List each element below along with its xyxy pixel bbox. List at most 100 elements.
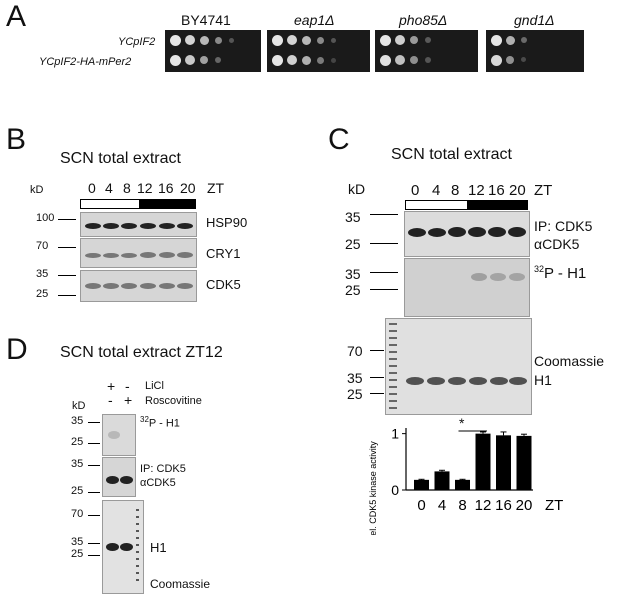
- chart-xtick-label-4: 4: [438, 497, 446, 514]
- marker-100: 100: [36, 212, 55, 224]
- c-marker-35: 35: [345, 209, 361, 225]
- spot-plate-by4741: [165, 30, 261, 72]
- panel-c-zt-4: 4: [432, 182, 441, 199]
- panel-c-kd-label: kD: [348, 181, 366, 197]
- panel-letter-a: A: [6, 0, 27, 33]
- c-ip-label: IP: CDK5: [534, 218, 593, 234]
- c-coom-label: Coomassie: [534, 353, 605, 369]
- panel-b-zt-16: 16: [158, 180, 174, 196]
- c-blot-coomassie: [385, 318, 532, 415]
- panel-c-zt-0: 0: [411, 182, 420, 199]
- panel-letter-b: B: [6, 123, 27, 156]
- panel-c-zt-16: 16: [488, 182, 505, 199]
- panel-b-zt-label: ZT: [207, 180, 225, 196]
- blot-cdk5: [80, 270, 197, 302]
- panel-d-title: SCN total extract ZT12: [60, 344, 223, 361]
- chart-xlabel: ZT: [545, 497, 563, 514]
- light-phase-bar: [80, 199, 140, 209]
- spot-plate-pho85: [375, 30, 478, 72]
- strain-label-1: BY4741: [181, 12, 231, 28]
- label-cdk5: CDK5: [206, 277, 241, 292]
- chart-ytick-label-1: 1: [391, 426, 399, 442]
- panel-b-zt-4: 4: [105, 180, 113, 196]
- panel-b-zt-8: 8: [123, 180, 131, 196]
- lane2-rosc: +: [124, 392, 133, 408]
- c-light-phase-bar: [405, 200, 468, 210]
- c-p32-label: 32P - H1: [534, 264, 587, 282]
- blot-cry1: [80, 238, 197, 268]
- c-marker-35b: 35: [345, 266, 361, 282]
- panel-b-kd-label: kD: [30, 184, 44, 196]
- panel-d-kd-label: kD: [72, 400, 86, 412]
- d-marker-35c: 35: [71, 536, 84, 548]
- panel-c-zt-12: 12: [468, 182, 485, 199]
- kinase-activity-chart: rel. CDK5 kinase activity 010 4 8 12 16 20 ZT: [368, 426, 563, 535]
- d-marker-25b: 25: [71, 485, 84, 497]
- lane1-licl: +: [107, 378, 116, 394]
- panel-b-zt-20: 20: [180, 180, 196, 196]
- label-cry1: CRY1: [206, 246, 241, 261]
- lane1-rosc: -: [108, 392, 113, 408]
- c-ab-label: αCDK5: [534, 236, 580, 252]
- d-p32-label: 32P - H1: [140, 415, 180, 430]
- plasmid-label-2: YCpIF2-HA-mPer2: [39, 56, 132, 68]
- chart-bar-8: [455, 479, 470, 490]
- chart-xtick-label-0: 0: [417, 497, 425, 514]
- panel-c-zt-20: 20: [509, 182, 526, 199]
- d-marker-35b: 35: [71, 458, 84, 470]
- d-marker-35: 35: [71, 415, 84, 427]
- licl-label: LiCl: [145, 380, 164, 392]
- chart-xtick-label-12: 12: [475, 497, 492, 514]
- spot-plate-gnd1: [486, 30, 584, 72]
- strain-label-2: eap1Δ: [294, 12, 335, 28]
- strain-label-4: gnd1Δ: [514, 12, 555, 28]
- c-marker-25: 25: [345, 236, 361, 252]
- d-marker-70: 70: [71, 508, 84, 520]
- chart-ylabel: rel. CDK5 kinase activity: [368, 441, 378, 535]
- significance-star: *: [459, 415, 465, 431]
- dark-phase-bar: [139, 199, 196, 209]
- chart-xtick-label-8: 8: [458, 497, 466, 514]
- d-marker-25: 25: [71, 436, 84, 448]
- d-ip-label: IP: CDK5: [140, 463, 186, 475]
- c-marker-35c: 35: [347, 370, 363, 386]
- chart-bar-12: [475, 433, 491, 490]
- plasmid-label-1: YCpIF2: [118, 36, 156, 48]
- panel-b-zt-0: 0: [88, 180, 96, 196]
- label-hsp90: HSP90: [206, 215, 248, 230]
- c-marker-70: 70: [347, 343, 363, 359]
- c-marker-25b: 25: [345, 282, 361, 298]
- d-blot-cdk5: [102, 457, 136, 497]
- spot-plate-eap1: [267, 30, 370, 72]
- panel-letter-d: D: [6, 333, 28, 366]
- c-blot-p32: [404, 258, 530, 317]
- marker-70: 70: [36, 240, 49, 252]
- c-marker-25c: 25: [347, 386, 363, 402]
- d-ab-label: αCDK5: [140, 477, 176, 489]
- c-h1-label: H1: [534, 372, 552, 388]
- chart-bar-4: [434, 471, 450, 490]
- c-blot-cdk5: [404, 211, 530, 257]
- chart-bar-20: [516, 435, 532, 490]
- chart-bar-16: [496, 435, 511, 490]
- panel-c-title: SCN total extract: [391, 146, 512, 163]
- panel-c-zt-label: ZT: [534, 182, 553, 199]
- marker-25-b: 25: [36, 288, 49, 300]
- marker-35-b: 35: [36, 268, 49, 280]
- d-h1-label: H1: [150, 540, 167, 555]
- panel-b-zt-12: 12: [137, 180, 153, 196]
- d-marker-25c: 25: [71, 548, 84, 560]
- panel-letter-c: C: [328, 123, 350, 156]
- blot-hsp90: [80, 212, 197, 237]
- chart-xtick-label-20: 20: [516, 497, 533, 514]
- panel-c-zt-8: 8: [451, 182, 460, 199]
- lane2-licl: -: [125, 378, 130, 394]
- d-blot-p32: [102, 414, 136, 456]
- chart-bar-0: [414, 479, 429, 490]
- c-dark-phase-bar: [467, 200, 528, 210]
- chart-xtick-label-16: 16: [495, 497, 512, 514]
- rosc-label: Roscovitine: [145, 395, 202, 407]
- panel-b-title: SCN total extract: [60, 150, 181, 167]
- d-coom-label: Coomassie: [150, 577, 211, 591]
- chart-ytick-label-0: 0: [391, 482, 399, 498]
